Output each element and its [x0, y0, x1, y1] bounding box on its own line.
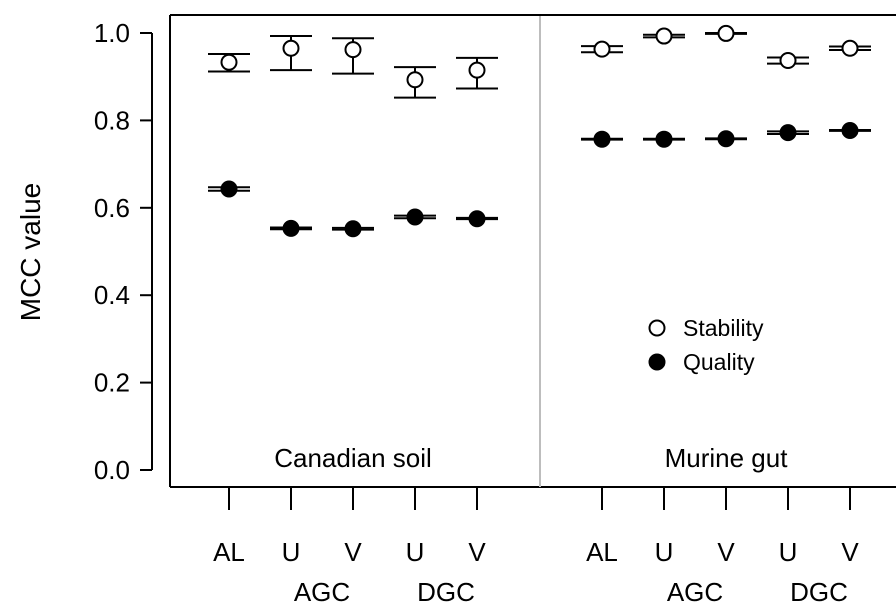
x-group-label: DGC: [417, 577, 475, 604]
point-quality: [282, 219, 300, 237]
x-axis: AL U V U V AGC DGC AL U V U V AGC DGC: [213, 487, 859, 604]
point-quality: [593, 130, 611, 148]
x-tick-label: V: [344, 537, 362, 567]
x-tick-label: V: [841, 537, 859, 567]
point-stability: [779, 52, 797, 70]
legend-label-stability: Stability: [683, 315, 764, 341]
x-tick-label: AL: [213, 537, 245, 567]
point-stability: [220, 53, 238, 71]
legend: Stability Quality: [648, 315, 764, 375]
point-stability: [717, 24, 735, 42]
y-tick-label: 0.0: [94, 455, 130, 485]
point-stability: [593, 40, 611, 58]
y-tick-label: 0.6: [94, 193, 130, 223]
x-tick-label: V: [717, 537, 735, 567]
x-group-label: AGC: [667, 577, 723, 604]
y-tick-label: 0.4: [94, 280, 130, 310]
point-quality: [406, 208, 424, 226]
point-stability: [468, 61, 486, 79]
y-axis: 0.0 0.2 0.4 0.6 0.8 1.0: [94, 18, 153, 485]
legend-marker-stability: [648, 319, 666, 337]
y-tick-label: 0.8: [94, 105, 130, 135]
x-tick-label: U: [655, 537, 674, 567]
legend-marker-quality: [648, 353, 666, 371]
x-group-label: DGC: [790, 577, 848, 604]
chart-marks: Canadian soil Murine gut: [208, 24, 871, 473]
y-tick-label: 1.0: [94, 18, 130, 48]
point-stability: [841, 39, 859, 57]
point-quality: [779, 124, 797, 142]
legend-label-quality: Quality: [683, 349, 755, 375]
x-tick-label: U: [282, 537, 301, 567]
x-tick-label: U: [779, 537, 798, 567]
x-tick-label: AL: [586, 537, 618, 567]
point-quality: [344, 220, 362, 238]
point-quality: [717, 130, 735, 148]
point-quality: [655, 130, 673, 148]
point-stability: [344, 41, 362, 59]
point-quality: [841, 121, 859, 139]
x-tick-label: U: [406, 537, 425, 567]
point-quality: [220, 180, 238, 198]
point-stability: [406, 71, 424, 89]
panel-label: Murine gut: [665, 443, 789, 473]
panel-label: Canadian soil: [274, 443, 432, 473]
x-group-label: AGC: [294, 577, 350, 604]
y-tick-label: 0.2: [94, 368, 130, 398]
y-axis-label: MCC value: [15, 183, 46, 321]
point-stability: [282, 39, 300, 57]
x-tick-label: V: [468, 537, 486, 567]
point-stability: [655, 27, 673, 45]
point-quality: [468, 210, 486, 228]
